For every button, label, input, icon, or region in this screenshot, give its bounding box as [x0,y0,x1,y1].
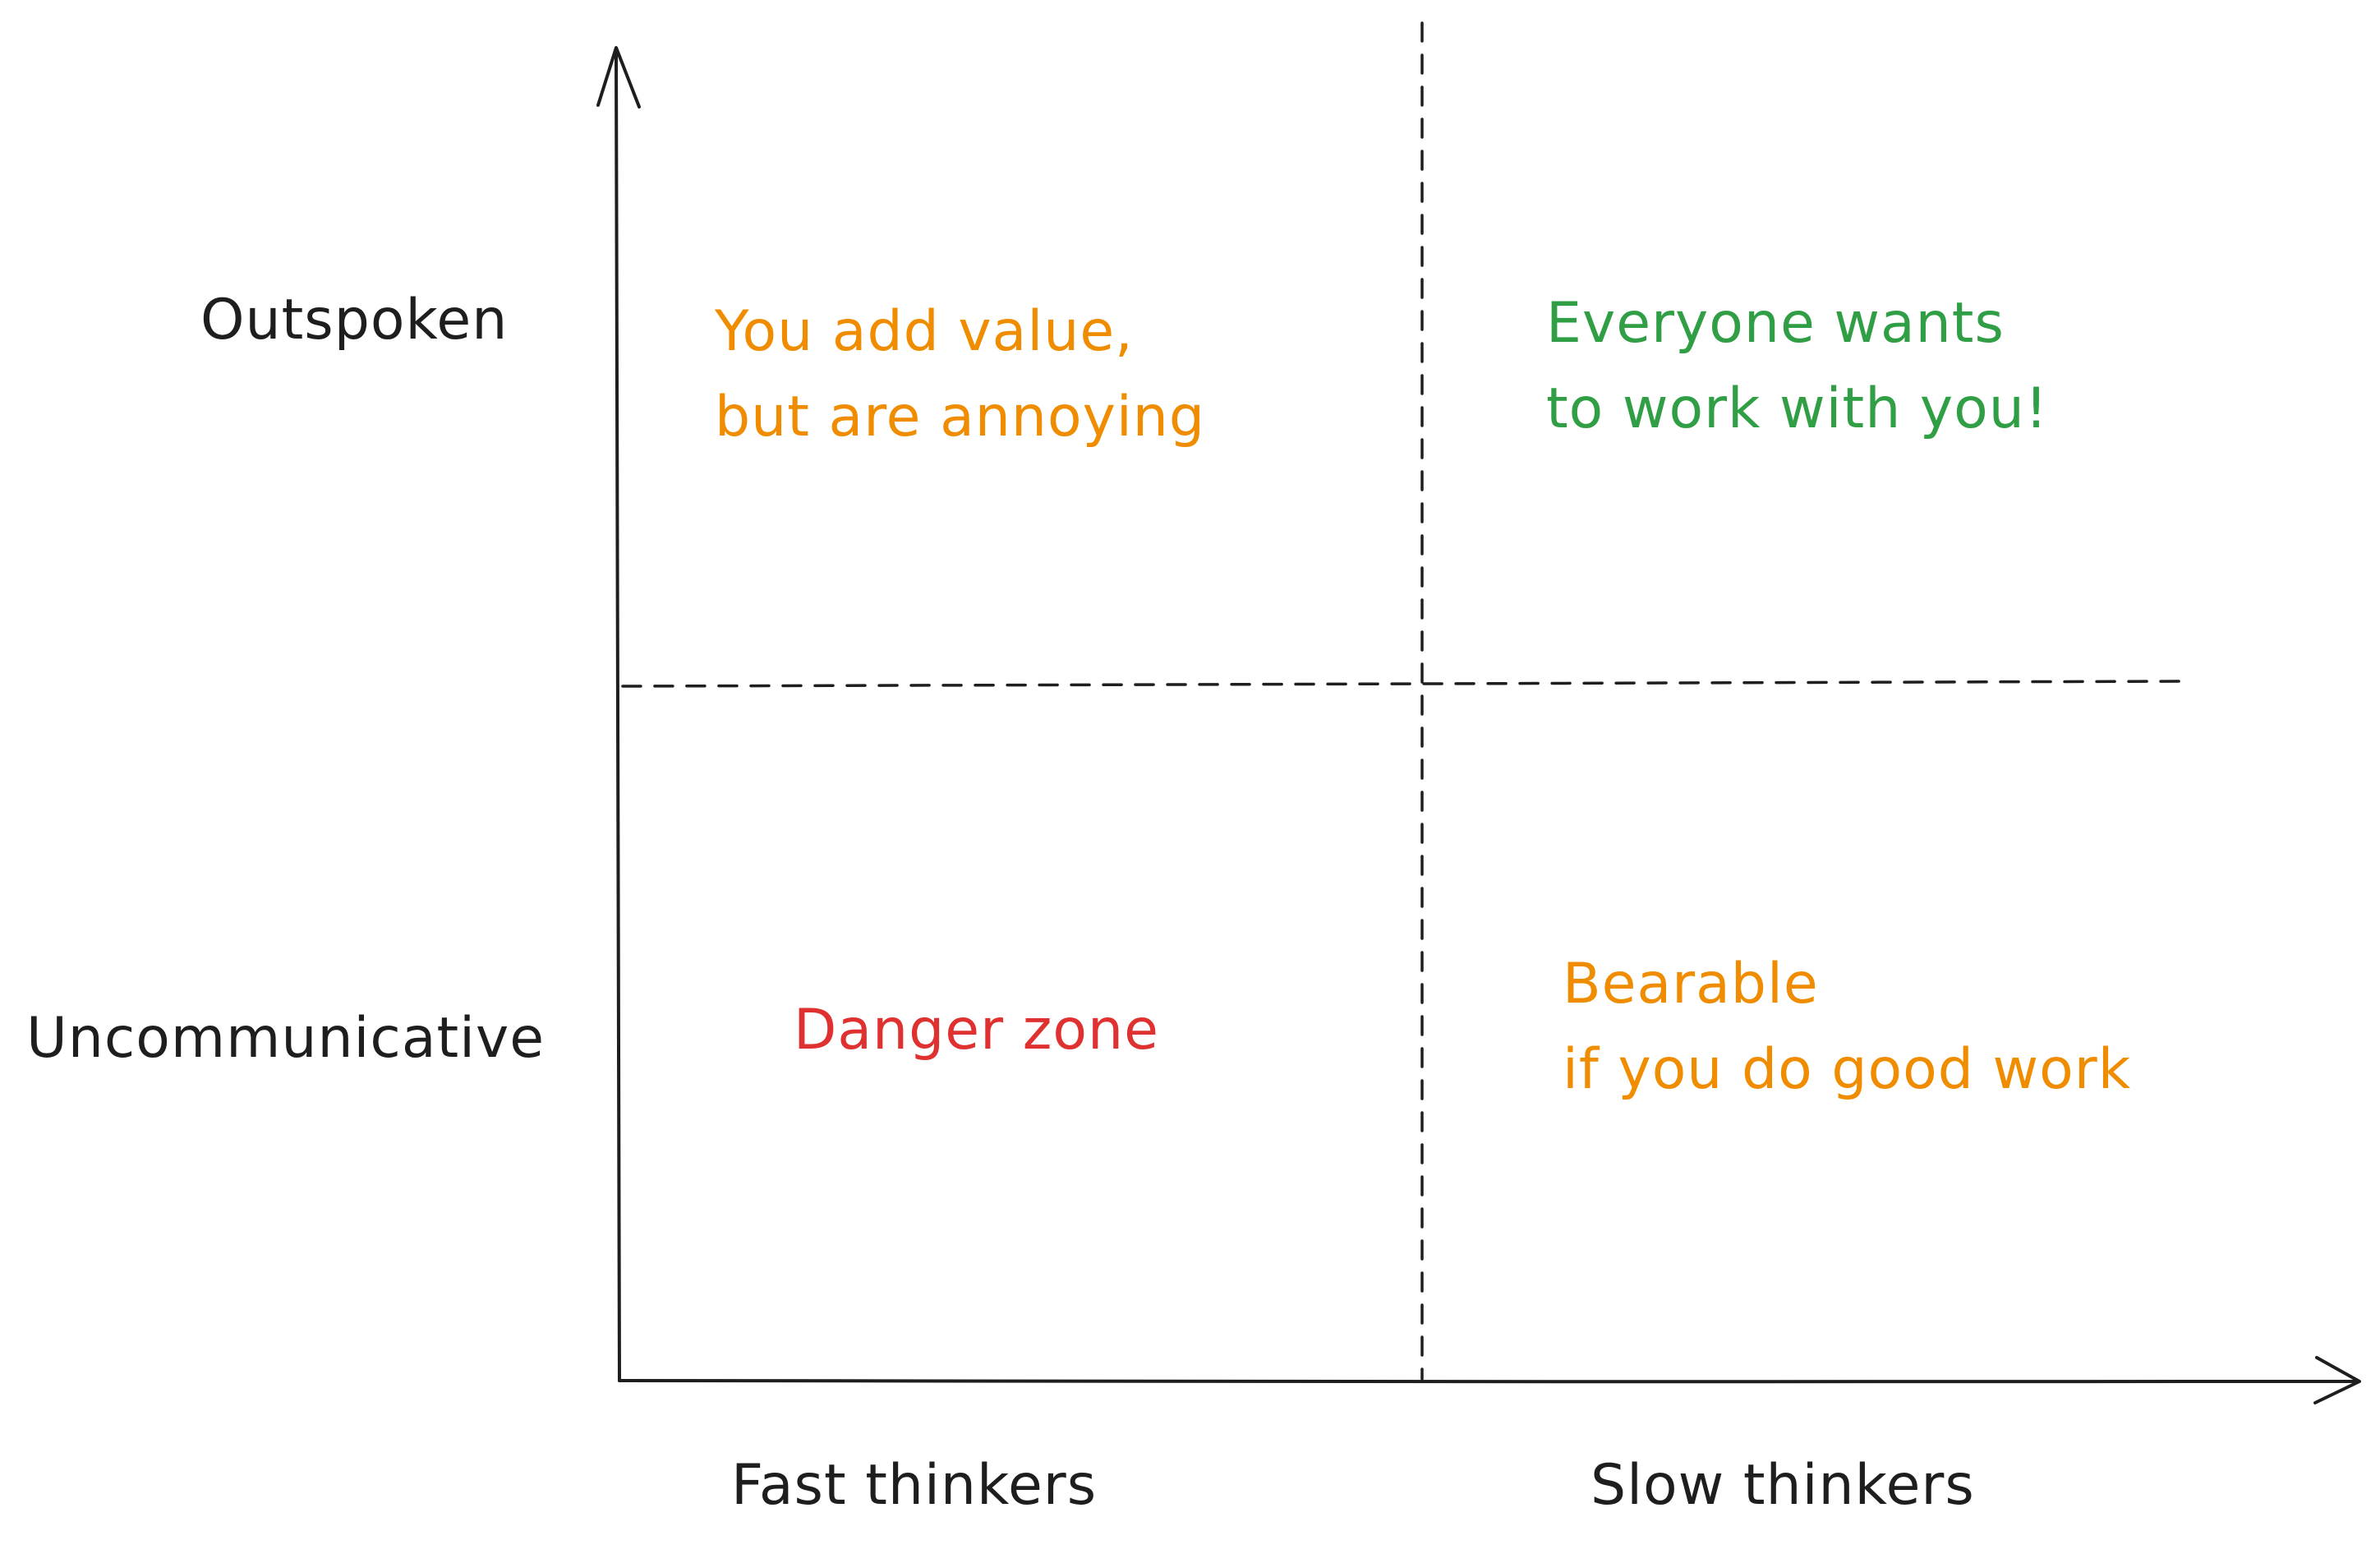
quadrant-bottom-right-text: Bearable if you do good work [1563,942,2131,1113]
y-axis-label-outspoken: Outspoken [200,288,509,353]
quadrant-bottom-left-line-1: Danger zone [794,998,1159,1063]
quadrant-top-right-line-1: Everyone wants [1546,291,2005,356]
y-axis-line [615,49,621,1382]
quadrant-bottom-left-text: Danger zone [794,988,1159,1073]
y-axis-label-uncommunicative: Uncommunicative [26,1006,546,1071]
quadrant-top-right-text: Everyone wants to work with you! [1546,281,2048,452]
x-axis-arrowhead [2313,1356,2361,1404]
quadrant-top-left-text: You add value, but are annoying [715,289,1205,460]
x-axis-label-fast-thinkers: Fast thinkers [731,1453,1098,1518]
quadrant-top-left-line-2: but are annoying [715,385,1205,450]
horizontal-divider-dashed [621,680,2187,688]
quadrant-top-left-line-1: You add value, [715,299,1134,364]
y-axis-arrowhead [596,46,641,108]
x-axis-label-slow-thinkers: Slow thinkers [1591,1453,1975,1518]
quadrant-top-right-line-2: to work with you! [1546,376,2049,441]
quadrant-bottom-right-line-2: if you do good work [1563,1037,2132,1102]
quadrant-bottom-right-line-1: Bearable [1563,952,1819,1017]
